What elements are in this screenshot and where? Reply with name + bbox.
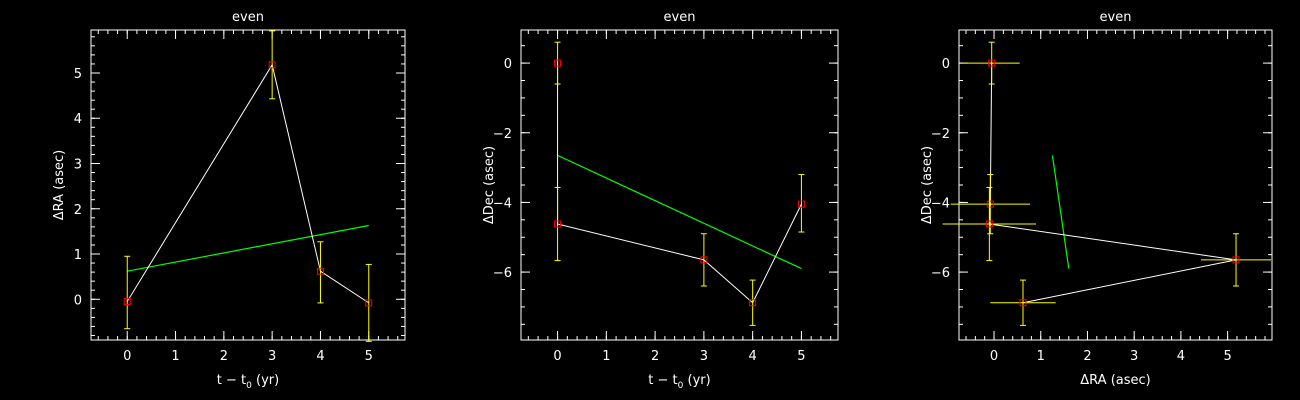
- x-tick-label: 3: [1130, 349, 1138, 364]
- x-axis-label: ΔRA (asec): [1080, 373, 1150, 388]
- y-tick-label: −4: [931, 196, 950, 211]
- data-point-marker: [268, 61, 276, 69]
- x-axis-label-main: t − t: [217, 373, 246, 388]
- y-tick-label: 1: [74, 248, 82, 263]
- x-axis-label-main: t − t: [648, 373, 677, 388]
- y-axis-label: ΔDec (asec): [482, 146, 497, 224]
- x-tick-label: 5: [365, 349, 373, 364]
- y-tick-label: 5: [74, 67, 82, 82]
- y-tick-label: 3: [74, 158, 82, 173]
- y-tick-label: −6: [931, 266, 950, 281]
- data-point-marker: [797, 200, 805, 208]
- plot-frame: [90, 29, 406, 341]
- data-point-marker: [749, 299, 757, 307]
- x-tick-label: 4: [749, 349, 757, 364]
- chart-title: even: [232, 10, 264, 25]
- x-tick-label: 5: [797, 349, 805, 364]
- x-tick-label: 2: [1083, 349, 1091, 364]
- x-tick-label: 1: [1037, 349, 1045, 364]
- data-point-marker: [123, 298, 131, 306]
- y-axis-label: ΔDec (asec): [920, 146, 935, 224]
- x-axis-label: t − t0 (yr): [648, 373, 710, 391]
- x-tick-label: 4: [316, 349, 324, 364]
- x-tick-label: 5: [1223, 349, 1231, 364]
- x-tick-label: 0: [990, 349, 998, 364]
- data-point-marker: [316, 267, 324, 275]
- x-tick-label: 3: [700, 349, 708, 364]
- x-tick-label: 2: [651, 349, 659, 364]
- data-point-marker: [1232, 256, 1240, 264]
- y-tick-label: 0: [942, 57, 950, 72]
- x-tick-label: 4: [1177, 349, 1185, 364]
- x-tick-label: 3: [268, 349, 276, 364]
- data-series-line: [126, 63, 370, 304]
- data-point-marker: [554, 220, 562, 228]
- data-point-marker: [365, 299, 373, 307]
- x-tick-label: 0: [553, 349, 561, 364]
- x-axis-label-unit: (yr): [252, 373, 279, 388]
- y-tick-label: 0: [504, 57, 512, 72]
- x-tick-label: 1: [602, 349, 610, 364]
- y-tick-label: 2: [74, 203, 82, 218]
- x-tick-label: 1: [171, 349, 179, 364]
- y-tick-label: −2: [931, 127, 950, 142]
- y-tick-label: −6: [493, 266, 512, 281]
- y-tick-label: 4: [74, 112, 82, 127]
- chart-title: even: [1100, 10, 1132, 25]
- x-tick-label: 2: [220, 349, 228, 364]
- y-tick-label: −2: [493, 127, 512, 142]
- x-axis-label: t − t0 (yr): [217, 373, 279, 391]
- chart-title: even: [664, 10, 696, 25]
- x-axis-label-subscript: 0: [246, 381, 252, 391]
- x-axis-label-subscript: 0: [678, 381, 684, 391]
- data-point-marker: [988, 59, 996, 67]
- data-point-marker: [986, 200, 994, 208]
- fit-line: [557, 154, 802, 270]
- x-tick-label: 0: [123, 349, 131, 364]
- y-tick-label: −4: [493, 196, 512, 211]
- y-axis-label: ΔRA (asec): [52, 150, 67, 220]
- fit-line: [1051, 155, 1070, 269]
- data-point-marker: [700, 256, 708, 264]
- x-axis-label-main: ΔRA (asec): [1080, 373, 1150, 388]
- data-point-marker: [554, 59, 562, 67]
- y-tick-label: 0: [74, 293, 82, 308]
- data-point-marker: [1019, 299, 1027, 307]
- x-axis-label-unit: (yr): [683, 373, 710, 388]
- fit-line: [127, 224, 369, 272]
- panel-dec-vs-ra: even 0 1 2 3 4 5 −6 −4 −2 0 ΔRA (asec) ΔDec (asec): [920, 10, 1273, 388]
- data-point-marker: [985, 220, 993, 228]
